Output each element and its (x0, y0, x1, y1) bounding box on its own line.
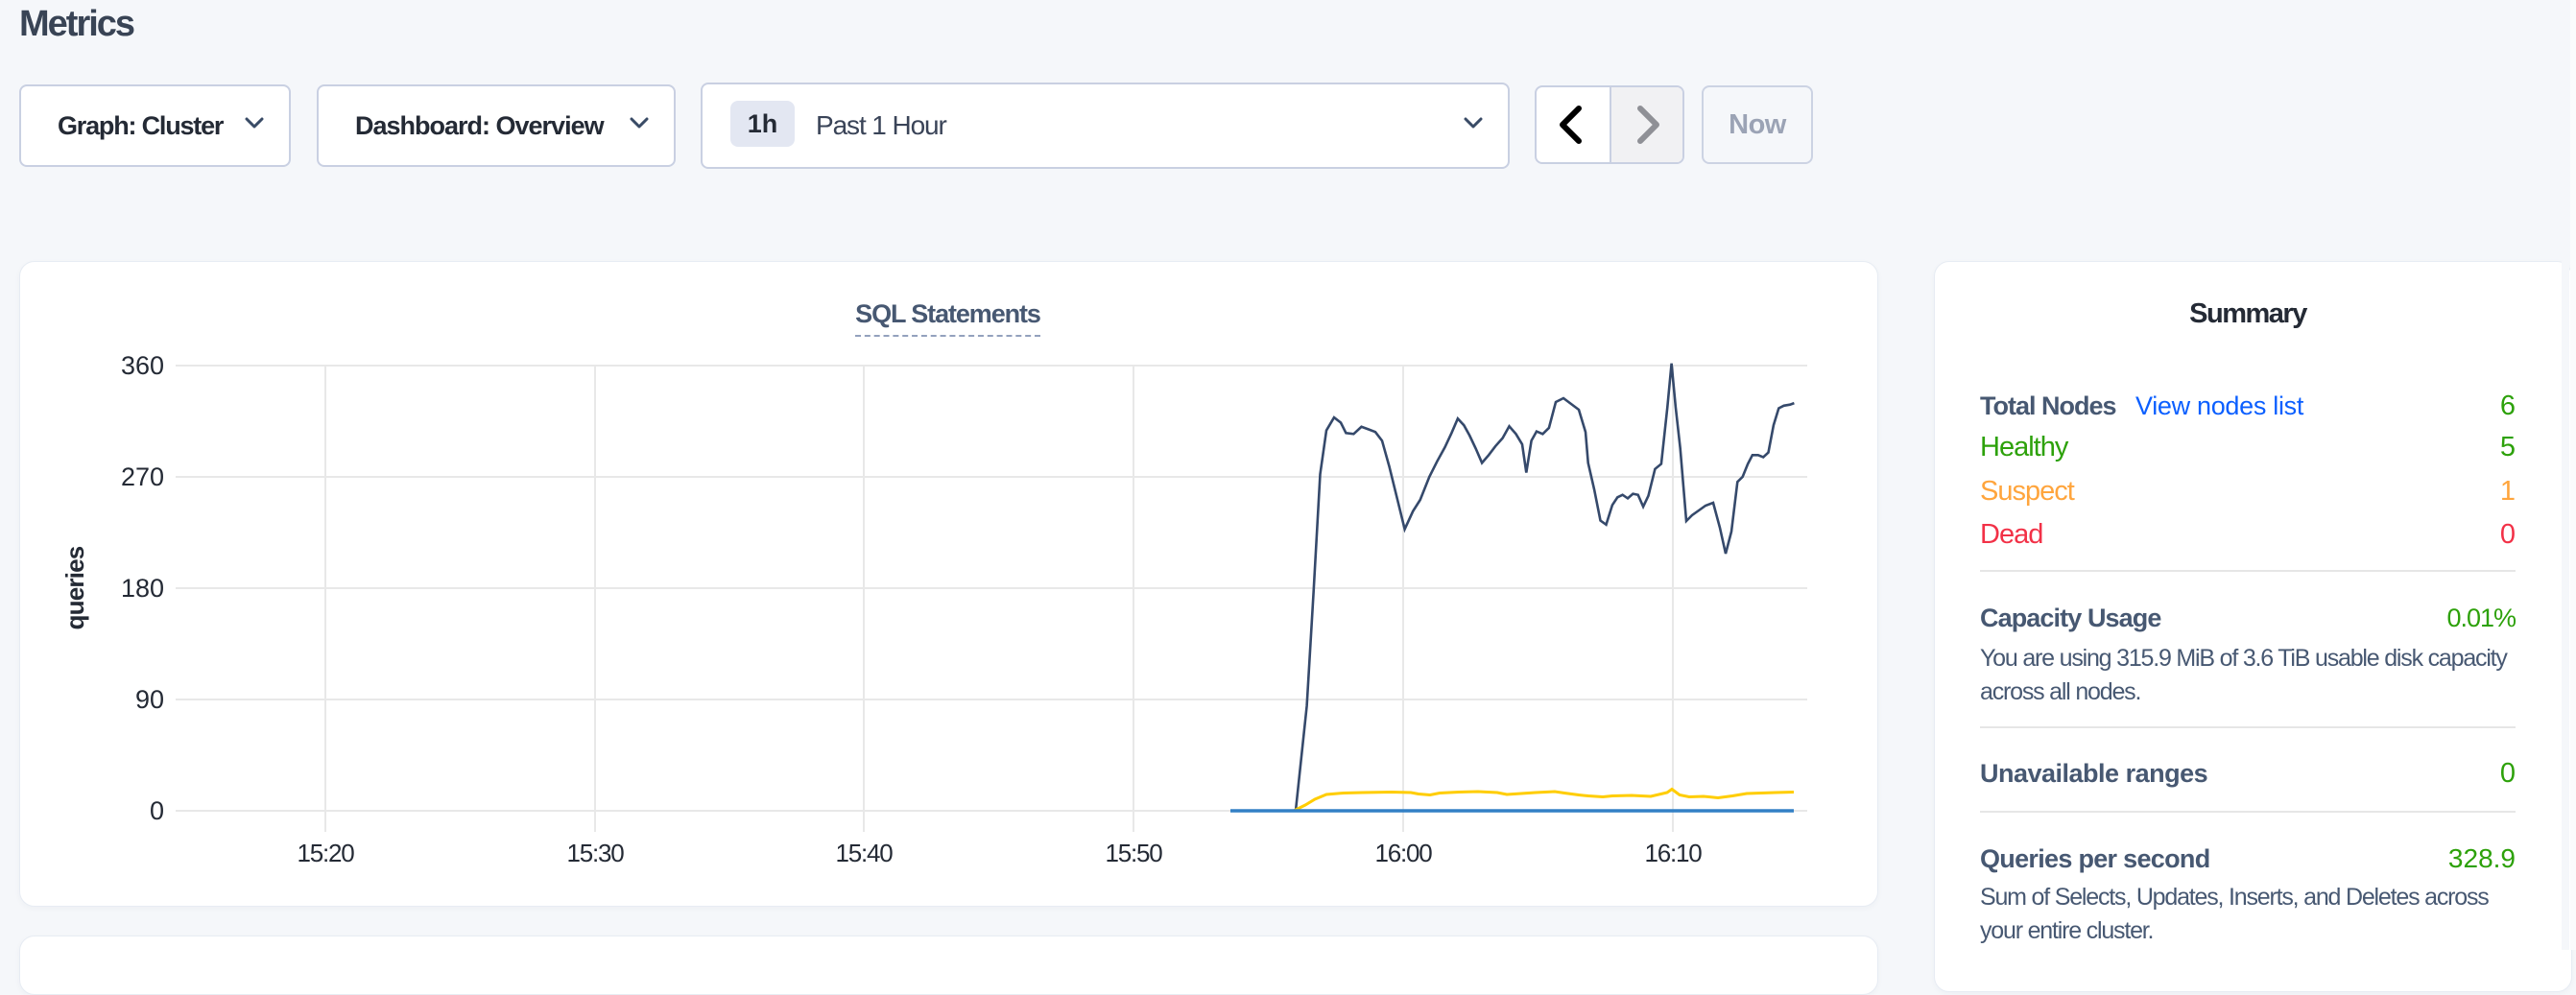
svg-text:90: 90 (135, 685, 164, 714)
svg-text:270: 270 (121, 462, 164, 491)
svg-text:0: 0 (150, 796, 164, 825)
svg-text:16:10: 16:10 (1644, 839, 1702, 867)
svg-text:16:00: 16:00 (1374, 839, 1432, 867)
svg-text:15:20: 15:20 (297, 839, 354, 867)
svg-text:15:50: 15:50 (1105, 839, 1162, 867)
svg-text:180: 180 (121, 574, 164, 603)
svg-text:15:40: 15:40 (835, 839, 893, 867)
svg-text:queries: queries (60, 546, 89, 629)
svg-text:15:30: 15:30 (566, 839, 624, 867)
svg-text:360: 360 (121, 351, 164, 380)
